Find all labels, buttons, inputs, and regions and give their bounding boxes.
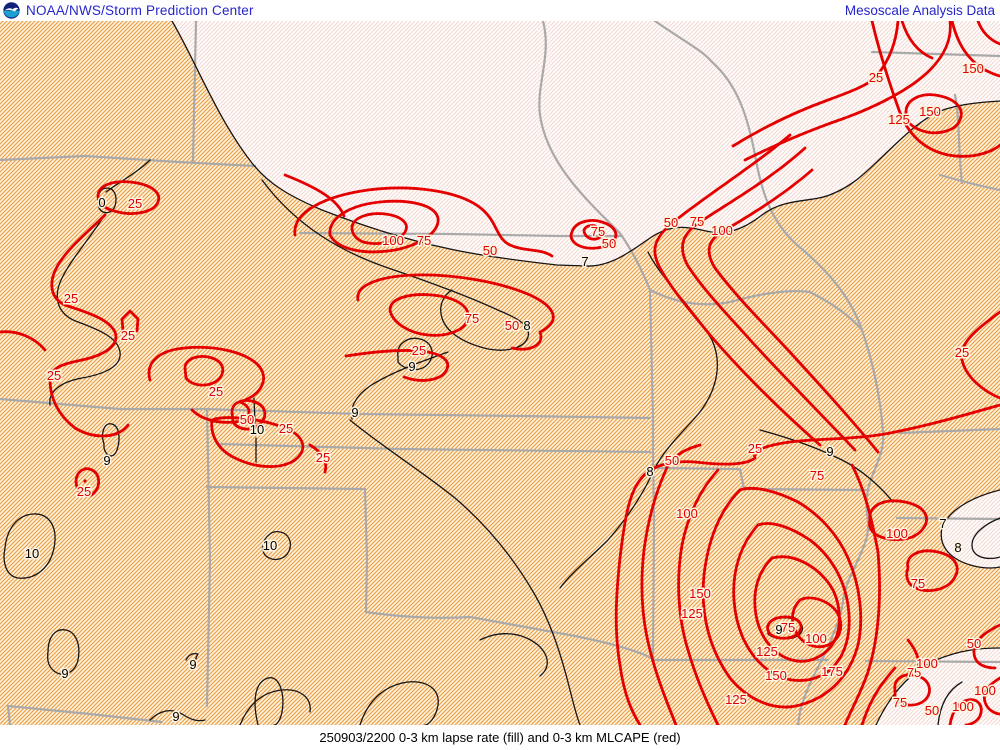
mlcape-label: 50	[664, 215, 678, 230]
state-borders	[0, 19, 1000, 727]
mlcape-label: 25	[748, 441, 762, 456]
mlcape-label: 125	[681, 606, 703, 621]
mlcape-label: 150	[765, 668, 787, 683]
lapse-rate-label: 9	[408, 359, 415, 374]
header-title-link[interactable]: NOAA/NWS/Storm Prediction Center	[26, 3, 254, 18]
mlcape-label: 175	[821, 664, 843, 679]
page-header: NOAA/NWS/Storm Prediction Center Mesosca…	[0, 0, 1000, 21]
lapse-rate-label: 9	[103, 453, 110, 468]
mlcape-label: 75	[893, 695, 907, 710]
low-lapse-wedge	[172, 21, 1000, 267]
mlcape-label: 75	[911, 576, 925, 591]
lapse-rate-label: 8	[954, 540, 961, 555]
mlcape-label: 25	[869, 70, 883, 85]
mlcape-label: 75	[591, 224, 605, 239]
lapse-rate-label: 9	[826, 444, 833, 459]
mlcape-label: 100	[886, 526, 908, 541]
mlcape-label: 100	[916, 656, 938, 671]
mlcape-label: 100	[974, 683, 996, 698]
mlcape-label: 150	[689, 586, 711, 601]
mlcape-label: 100	[952, 699, 974, 714]
mlcape-label: 150	[962, 61, 984, 76]
mlcape-label: 25	[316, 450, 330, 465]
mlcape-label: 25	[279, 421, 293, 436]
mlcape-label: 25	[128, 196, 142, 211]
lapse-rate-label: 9	[189, 657, 196, 672]
mlcape-label: 50	[483, 243, 497, 258]
mlcape-label: 75	[465, 311, 479, 326]
map-caption: 250903/2200 0-3 km lapse rate (fill) and…	[319, 730, 681, 745]
lapse-rate-label: 10	[263, 538, 277, 553]
map-caption-bar: 250903/2200 0-3 km lapse rate (fill) and…	[0, 725, 1000, 750]
mlcape-label: 50	[925, 703, 939, 718]
mlcape-label: 25	[47, 368, 61, 383]
mlcape-label: 125	[888, 112, 910, 127]
mlcape-label: 25	[209, 384, 223, 399]
mlcape-label: 75	[690, 214, 704, 229]
lapse-rate-label: 7	[939, 516, 946, 531]
mlcape-label: 100	[382, 233, 404, 248]
low-lapse-island-1	[941, 490, 1000, 568]
lapse-rate-label: 9	[172, 709, 179, 724]
lapse-rate-label: 10	[25, 546, 39, 561]
mlcape-label: 25	[412, 343, 426, 358]
lapse-rate-contours	[3, 20, 1000, 726]
mlcape-label: 125	[756, 644, 778, 659]
lapse-rate-label: 0	[98, 195, 105, 210]
lapse-rate-label: 7	[581, 254, 588, 269]
mlcape-label: 50	[665, 453, 679, 468]
header-mesoanalysis-link[interactable]: Mesoscale Analysis Data	[844, 3, 995, 18]
lapse-rate-label: 9	[351, 405, 358, 420]
mlcape-label: 125	[725, 692, 747, 707]
mlcape-label: 75	[781, 620, 795, 635]
mlcape-label: 25	[64, 291, 78, 306]
mlcape-label: 50	[240, 412, 254, 427]
mlcape-label: 75	[417, 233, 431, 248]
mlcape-label: 150	[919, 104, 941, 119]
mlcape-label: 50	[602, 236, 616, 251]
mlcape-label: 50	[505, 318, 519, 333]
mlcape-label: 75	[907, 665, 921, 680]
mlcape-label: 75	[810, 468, 824, 483]
mlcape-label: 50	[967, 636, 981, 651]
lapse-rate-label: 9	[61, 666, 68, 681]
mlcape-label: 25	[121, 328, 135, 343]
lapse-rate-label: 8	[646, 464, 653, 479]
mlcape-label: 25	[77, 484, 91, 499]
lapse-rate-label: 8	[523, 318, 530, 333]
mlcape-label: 100	[711, 223, 733, 238]
mlcape-label: 100	[805, 631, 827, 646]
noaa-logo-icon	[3, 2, 20, 19]
lapse-rate-label: 9	[775, 622, 782, 637]
lapse-rate-label: 10	[250, 422, 264, 437]
mlcape-label: 25	[955, 345, 969, 360]
mlcape-contours	[0, 19, 1000, 727]
mlcape-label: 100	[676, 506, 698, 521]
